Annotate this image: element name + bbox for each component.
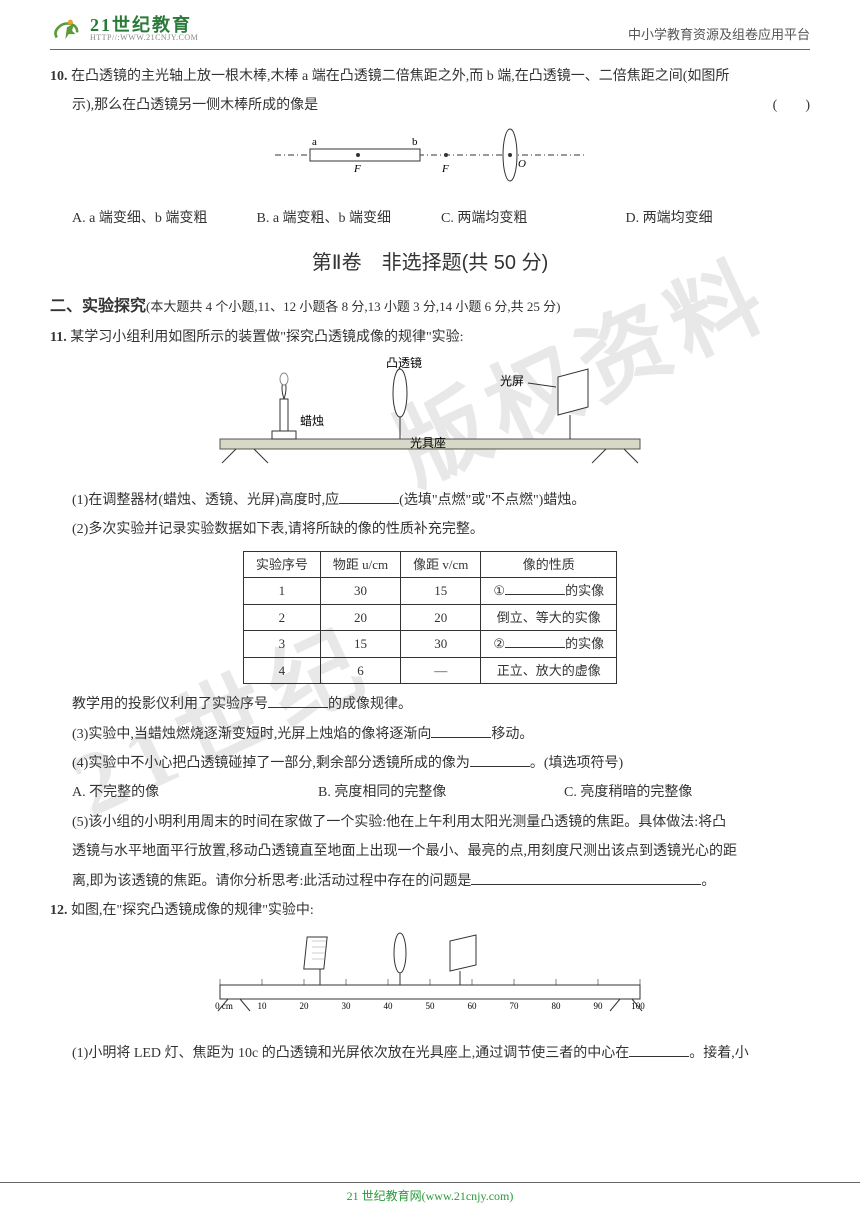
q12-intro: 如图,在"探究凸透镜成像的规律"实验中: xyxy=(71,903,314,918)
question-11: 11. 某学习小组利用如图所示的装置做"探究凸透镜成像的规律"实验: xyxy=(50,323,810,352)
svg-text:光屏: 光屏 xyxy=(500,374,524,388)
q11-p3-b: 移动。 xyxy=(491,727,533,742)
q10-answer-paren: ( ) xyxy=(773,91,810,120)
svg-text:70: 70 xyxy=(510,1001,520,1011)
q12-p1-blank[interactable] xyxy=(629,1043,689,1057)
logo-area: 21世纪教育 HTTP//:WWW.21CNJY.COM xyxy=(50,15,198,43)
q11-p4-opt-c: C. 亮度稍暗的完整像 xyxy=(564,778,810,807)
question-10: 10. 在凸透镜的主光轴上放一根木棒,木棒 a 端在凸透镜二倍焦距之外,而 b … xyxy=(50,62,810,91)
logo-text-url: HTTP//:WWW.21CNJY.COM xyxy=(90,34,198,42)
footer-url: (www.21cnjy.com) xyxy=(422,1189,514,1203)
table-blank-1[interactable] xyxy=(505,581,565,595)
q10-opt-b: B. a 端变粗、b 端变细 xyxy=(257,204,442,233)
q10-opt-a: A. a 端变细、b 端变粗 xyxy=(72,204,257,233)
q11-p4-b: 。(填选项符号) xyxy=(530,756,623,771)
q11-figure: 光具座 蜡烛 凸透镜 光屏 xyxy=(50,357,810,478)
table-row: 1 30 15 ①的实像 xyxy=(243,578,616,605)
logo-icon xyxy=(50,15,84,43)
table-row: 2 20 20 倒立、等大的实像 xyxy=(243,604,616,631)
q10-opt-c: C. 两端均变粗 xyxy=(441,204,626,233)
q11-p5-l1: (5)该小组的小明利用周末的时间在家做了一个实验:他在上午利用太阳光测量凸透镜的… xyxy=(50,808,810,837)
content-area: 10. 在凸透镜的主光轴上放一根木棒,木棒 a 端在凸透镜二倍焦距之外,而 b … xyxy=(50,62,810,1068)
svg-text:0 cm: 0 cm xyxy=(215,1001,233,1011)
svg-text:a: a xyxy=(312,136,317,148)
svg-text:光具座: 光具座 xyxy=(410,435,446,450)
q11-p4-a: (4)实验中不小心把凸透镜碰掉了一部分,剩余部分透镜所成的像为 xyxy=(72,756,470,771)
q10-line2-wrap: 示),那么在凸透镜另一侧木棒所成的像是 ( ) xyxy=(50,91,810,120)
q11-p3-blank[interactable] xyxy=(431,724,491,738)
section2-title: 第Ⅱ卷 非选择题(共 50 分) xyxy=(50,242,810,284)
q11-p5-blank[interactable] xyxy=(471,871,701,885)
q11-p1-a: (1)在调整器材(蜡烛、透镜、光屏)高度时,应 xyxy=(72,493,339,508)
svg-text:60: 60 xyxy=(468,1001,478,1011)
svg-text:凸透镜: 凸透镜 xyxy=(386,357,422,370)
q11-p5-l2: 透镜与水平地面平行放置,移动凸透镜直至地面上出现一个最小、最亮的点,用刻度尺测出… xyxy=(50,837,810,866)
q11-number: 11. xyxy=(50,330,67,345)
q11-p4-opt-b: B. 亮度相同的完整像 xyxy=(318,778,564,807)
q12-p1-a: (1)小明将 LED 灯、焦距为 10c 的凸透镜和光屏依次放在光具座上,通过调… xyxy=(72,1046,629,1061)
page-container: 21世纪教育 HTTP//:WWW.21CNJY.COM 中小学教育资源及组卷应… xyxy=(0,0,860,1078)
q10-number: 10. xyxy=(50,69,68,84)
q11-p2: (2)多次实验并记录实验数据如下表,请将所缺的像的性质补充完整。 xyxy=(50,515,810,544)
q10-line1: 在凸透镜的主光轴上放一根木棒,木棒 a 端在凸透镜二倍焦距之外,而 b 端,在凸… xyxy=(71,69,729,84)
section2-heading-row: 二、实验探究(本大题共 4 个小题,11、12 小题各 8 分,13 小题 3 … xyxy=(50,290,810,324)
q11-p2b: 教学用的投影仪利用了实验序号 的成像规律。 xyxy=(50,690,810,719)
svg-text:80: 80 xyxy=(552,1001,562,1011)
q11-p4-blank[interactable] xyxy=(470,753,530,767)
q11-p2b-b: 的成像规律。 xyxy=(328,697,412,712)
svg-text:10: 10 xyxy=(258,1001,268,1011)
q11-p5-l3a: 离,即为该透镜的焦距。请你分析思考:此活动过程中存在的问题是 xyxy=(72,874,471,889)
q11-p5-l3b: 。 xyxy=(701,874,715,889)
svg-text:90: 90 xyxy=(594,1001,604,1011)
page-footer: 21 世纪教育网(www.21cnjy.com) xyxy=(0,1182,860,1204)
th-nature: 像的性质 xyxy=(481,551,617,578)
q10-line2: 示),那么在凸透镜另一侧木棒所成的像是 xyxy=(72,98,318,113)
svg-text:b: b xyxy=(412,136,418,148)
svg-text:30: 30 xyxy=(342,1001,352,1011)
svg-text:F: F xyxy=(353,163,361,175)
q11-p2b-a: 教学用的投影仪利用了实验序号 xyxy=(72,697,268,712)
q11-p4-opt-a: A. 不完整的像 xyxy=(72,778,318,807)
svg-text:O: O xyxy=(518,158,526,170)
logo-text-cn: 21世纪教育 xyxy=(90,16,198,34)
q11-p1-blank[interactable] xyxy=(339,490,399,504)
header-right-text: 中小学教育资源及组卷应用平台 xyxy=(628,24,810,43)
q11-p2b-blank[interactable] xyxy=(268,694,328,708)
section2-heading: 二、实验探究 xyxy=(50,298,146,315)
svg-text:20: 20 xyxy=(300,1001,310,1011)
table-blank-2[interactable] xyxy=(505,634,565,648)
q11-intro: 某学习小组利用如图所示的装置做"探究凸透镜成像的规律"实验: xyxy=(70,330,463,345)
svg-text:40: 40 xyxy=(384,1001,394,1011)
svg-text:蜡烛: 蜡烛 xyxy=(300,414,324,428)
q11-p4-options: A. 不完整的像 B. 亮度相同的完整像 C. 亮度稍暗的完整像 xyxy=(50,778,810,807)
question-12: 12. 如图,在"探究凸透镜成像的规律"实验中: xyxy=(50,896,810,925)
q10-options: A. a 端变细、b 端变粗 B. a 端变粗、b 端变细 C. 两端均变粗 D… xyxy=(50,204,810,233)
q12-number: 12. xyxy=(50,903,68,918)
q11-p5-l3: 离,即为该透镜的焦距。请你分析思考:此活动过程中存在的问题是 。 xyxy=(50,867,810,896)
q11-p1: (1)在调整器材(蜡烛、透镜、光屏)高度时,应 (选填"点燃"或"不点燃")蜡烛。 xyxy=(50,486,810,515)
q11-p3: (3)实验中,当蜡烛燃烧逐渐变短时,光屏上烛焰的像将逐渐向 移动。 xyxy=(50,720,810,749)
q10-figure: a b F F O xyxy=(50,125,810,196)
table-header-row: 实验序号 物距 u/cm 像距 v/cm 像的性质 xyxy=(243,551,616,578)
footer-name: 21 世纪教育网 xyxy=(347,1189,422,1203)
table-row: 3 15 30 ②的实像 xyxy=(243,631,616,658)
section2-desc: (本大题共 4 个小题,11、12 小题各 8 分,13 小题 3 分,14 小… xyxy=(146,299,560,314)
svg-text:F: F xyxy=(441,163,449,175)
q12-p1-b: 。接着,小 xyxy=(689,1046,749,1061)
q12-figure: 0 cm 10 20 30 40 50 60 70 80 90 100 xyxy=(50,929,810,1030)
q11-p3-a: (3)实验中,当蜡烛燃烧逐渐变短时,光屏上烛焰的像将逐渐向 xyxy=(72,727,431,742)
svg-text:50: 50 xyxy=(426,1001,436,1011)
th-no: 实验序号 xyxy=(243,551,320,578)
q10-opt-d: D. 两端均变细 xyxy=(626,204,811,233)
q11-table: 实验序号 物距 u/cm 像距 v/cm 像的性质 1 30 15 ①的实像 2… xyxy=(243,551,617,685)
th-v: 像距 v/cm xyxy=(401,551,481,578)
q11-p1-b: (选填"点燃"或"不点燃")蜡烛。 xyxy=(399,493,585,508)
q12-p1: (1)小明将 LED 灯、焦距为 10c 的凸透镜和光屏依次放在光具座上,通过调… xyxy=(50,1039,810,1068)
th-u: 物距 u/cm xyxy=(320,551,400,578)
page-header: 21世纪教育 HTTP//:WWW.21CNJY.COM 中小学教育资源及组卷应… xyxy=(50,15,810,50)
table-row: 4 6 — 正立、放大的虚像 xyxy=(243,657,616,684)
q11-p4: (4)实验中不小心把凸透镜碰掉了一部分,剩余部分透镜所成的像为 。(填选项符号) xyxy=(50,749,810,778)
